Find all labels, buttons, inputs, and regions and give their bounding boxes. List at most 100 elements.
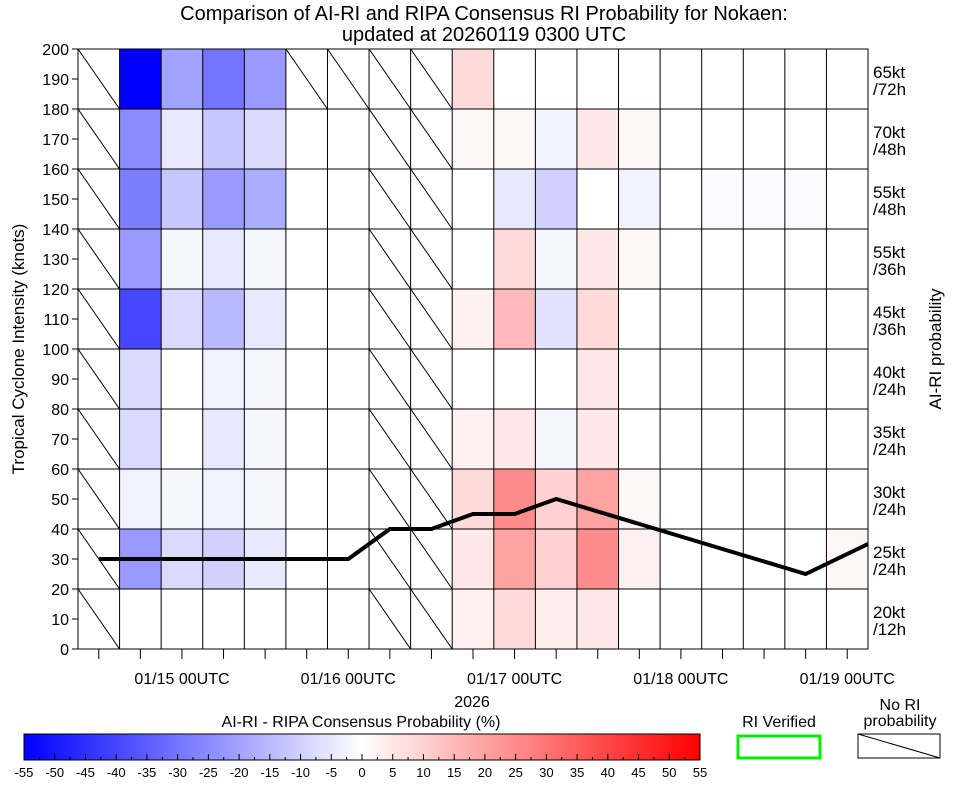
- heatmap-cell: [202, 169, 245, 229]
- y-tick-label: 90: [51, 372, 69, 389]
- no-probability-diagonal: [77, 588, 120, 650]
- heatmap-cell: [161, 229, 203, 289]
- row-label-threshold: 40kt: [873, 363, 905, 382]
- heatmap-cell: [535, 229, 577, 289]
- heatmap-cell: [784, 109, 827, 169]
- heatmap-cell: [161, 349, 203, 409]
- colorbar-tick-label: -40: [107, 765, 126, 780]
- heatmap-cell: [285, 409, 328, 469]
- right-row-labels: 20kt/12h25kt/24h30kt/24h35kt/24h40kt/24h…: [873, 63, 906, 639]
- heatmap-cell: [493, 589, 536, 649]
- heatmap-cell: [202, 589, 245, 649]
- chart-title-line1: Comparison of AI-RI and RIPA Consensus R…: [180, 3, 788, 25]
- heatmap-cell: [784, 49, 827, 109]
- row-label-period: /24h: [873, 380, 906, 399]
- legend-ri-verified-label: RI Verified: [742, 714, 816, 731]
- heatmap-cell: [161, 409, 203, 469]
- heatmap-cell: [826, 109, 868, 169]
- no-probability-diagonal: [368, 48, 412, 110]
- heatmap-cell: [784, 349, 827, 409]
- heatmap-cell: [161, 289, 203, 349]
- heatmap-cell: [784, 589, 827, 649]
- row-label-period: /48h: [873, 200, 906, 219]
- intensity-track-line: [98, 496, 869, 577]
- heatmap-cell: [743, 169, 785, 229]
- heatmap-cell: [327, 349, 370, 409]
- colorbar-tick-label: 15: [447, 765, 461, 780]
- row-label-period: /12h: [873, 620, 906, 639]
- y-tick-label: 160: [42, 162, 69, 179]
- no-probability-diagonal: [285, 48, 328, 110]
- no-probability-diagonal: [77, 48, 120, 110]
- colorbar-tick-label: -5: [325, 765, 337, 780]
- heatmap-cell: [743, 229, 785, 289]
- heatmap-cell: [327, 469, 370, 529]
- heatmap-cells: [77, 48, 868, 650]
- heatmap-cell: [660, 409, 702, 469]
- row-label-period: /24h: [873, 440, 906, 459]
- row-label-threshold: 70kt: [873, 123, 905, 142]
- colorbar-tick-label: -35: [138, 765, 157, 780]
- heatmap-cell: [576, 349, 619, 409]
- y-tick-label: 150: [42, 192, 69, 209]
- row-label-threshold: 30kt: [873, 483, 905, 502]
- heatmap-cell: [576, 229, 619, 289]
- heatmap-cell: [535, 349, 577, 409]
- x-axis-year-label: 2026: [454, 694, 490, 711]
- heatmap-cell: [660, 289, 702, 349]
- heatmap-cell: [493, 229, 536, 289]
- heatmap-cell: [161, 589, 203, 649]
- heatmap-cell: [701, 289, 744, 349]
- heatmap-cell: [701, 109, 744, 169]
- heatmap-cell: [535, 49, 577, 109]
- row-label-threshold: 25kt: [873, 543, 905, 562]
- heatmap-cell: [244, 229, 286, 289]
- row-label-threshold: 45kt: [873, 303, 905, 322]
- y-tick-label: 200: [42, 42, 69, 59]
- colorbar-tick-label: 5: [389, 765, 396, 780]
- row-label-period: /24h: [873, 500, 906, 519]
- row-label-threshold: 55kt: [873, 183, 905, 202]
- heatmap-cell: [660, 49, 702, 109]
- colorbar-tick-label: 30: [539, 765, 553, 780]
- heatmap-cell: [618, 109, 661, 169]
- colorbar-tick-label: -50: [45, 765, 64, 780]
- heatmap-cell: [161, 469, 203, 529]
- heatmap-cell: [119, 109, 162, 169]
- heatmap-cell: [701, 469, 744, 529]
- heatmap-cell: [826, 409, 868, 469]
- heatmap-cell: [743, 49, 785, 109]
- heatmap-cell: [576, 289, 619, 349]
- heatmap-cell: [618, 589, 661, 649]
- no-probability-diagonal: [410, 288, 453, 350]
- colorbar-tick-label: 0: [358, 765, 365, 780]
- x-tick-label: 01/15 00UTC: [134, 671, 229, 688]
- heatmap-cell: [576, 409, 619, 469]
- x-tick-label: 01/18 00UTC: [633, 671, 728, 688]
- no-probability-diagonal: [368, 468, 412, 530]
- heatmap-cell: [618, 409, 661, 469]
- y-tick-label: 0: [60, 642, 69, 659]
- row-label-period: /36h: [873, 260, 906, 279]
- heatmap-cell: [285, 589, 328, 649]
- heatmap-cell: [660, 349, 702, 409]
- x-tick-label: 01/17 00UTC: [467, 671, 562, 688]
- heatmap-cell: [660, 589, 702, 649]
- no-probability-diagonal: [368, 288, 412, 350]
- heatmap-cell: [244, 169, 286, 229]
- no-probability-diagonal: [77, 288, 120, 350]
- heatmap-cell: [493, 349, 536, 409]
- colorbar-tick-label: 45: [631, 765, 645, 780]
- no-probability-diagonal: [77, 168, 120, 230]
- heatmap-cell: [701, 529, 744, 589]
- row-label-threshold: 55kt: [873, 243, 905, 262]
- x-tick-label: 01/19 00UTC: [800, 671, 895, 688]
- y-tick-label: 30: [51, 552, 69, 569]
- heatmap-cell: [826, 289, 868, 349]
- y-axis-label: Tropical Cyclone Intensity (knots): [9, 224, 28, 475]
- colorbar-label: AI-RI - RIPA Consensus Probability (%): [222, 714, 501, 731]
- no-probability-diagonal: [410, 168, 453, 230]
- x-tick-label: 01/16 00UTC: [301, 671, 396, 688]
- row-label-threshold: 35kt: [873, 423, 905, 442]
- heatmap-cell: [701, 409, 744, 469]
